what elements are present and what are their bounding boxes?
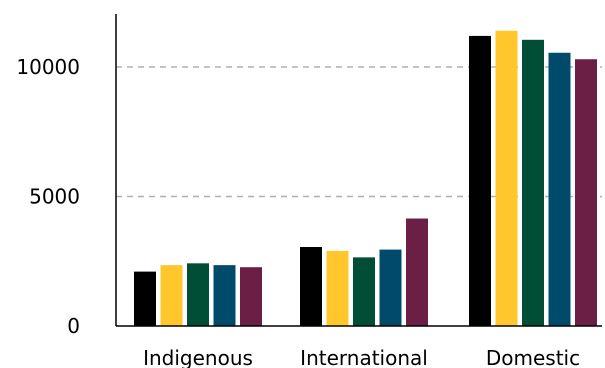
bar-indigenous-5	[240, 267, 262, 326]
bar-international-2	[326, 250, 349, 326]
bars	[134, 30, 597, 327]
x-category-label: International	[300, 346, 428, 368]
bar-domestic-2	[495, 30, 518, 327]
bar-international-3	[353, 257, 375, 326]
bar-domestic-3	[522, 39, 544, 327]
bar-indigenous-2	[160, 265, 183, 326]
gridlines	[116, 66, 602, 198]
bar-international-1	[300, 247, 322, 326]
y-tick-label: 0	[67, 314, 80, 338]
y-tick-label: 5000	[29, 185, 80, 209]
bar-indigenous-3	[187, 263, 209, 326]
x-category-label: Domestic	[486, 346, 580, 368]
y-tick-labels: 0 5000 10000	[16, 55, 80, 338]
bar-domestic-4	[548, 52, 571, 326]
x-category-label: Indigenous	[143, 346, 253, 368]
bar-indigenous-4	[213, 265, 236, 326]
y-tick-label: 10000	[16, 55, 80, 79]
bar-international-4	[379, 249, 402, 326]
x-category-labels: Indigenous International Domestic	[143, 346, 580, 368]
bar-international-5	[406, 218, 428, 326]
bar-domestic-1	[469, 35, 491, 327]
bar-domestic-5	[575, 59, 597, 326]
bar-indigenous-1	[134, 271, 156, 326]
